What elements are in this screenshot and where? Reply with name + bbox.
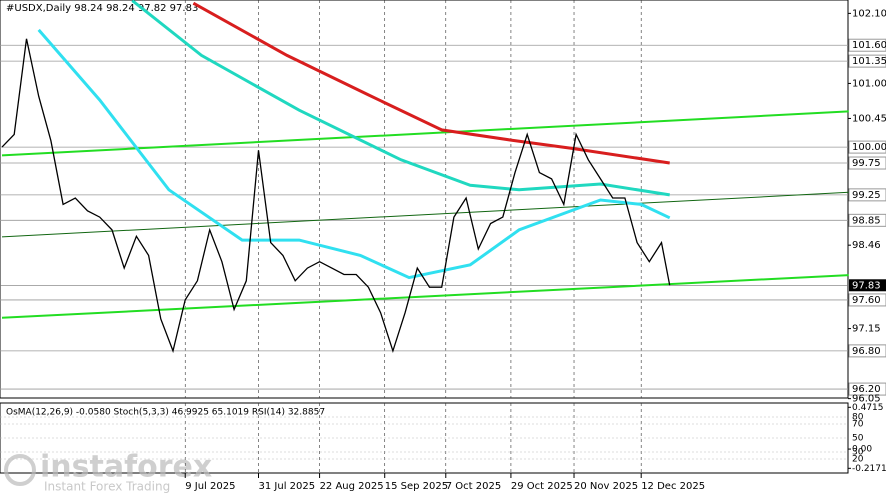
x-tick-label: 12 Dec 2025	[641, 481, 705, 492]
watermark-brand: instaforex	[40, 450, 212, 485]
level-box	[848, 188, 886, 202]
level-box	[848, 54, 886, 68]
moving-average	[37, 28, 671, 280]
y-tick-label: 100.45	[852, 113, 886, 124]
chart-title: #USDX,Daily 98.24 98.24 97.82 97.83	[6, 3, 198, 14]
grid	[184, 0, 642, 473]
y-tick-label: 102.10	[852, 8, 886, 19]
indicator-tick-label: 80	[852, 413, 864, 423]
y-tick-label: 97.15	[852, 324, 881, 335]
x-tick-label: 22 Aug 2025	[320, 481, 384, 492]
last-price-label: 97.83	[852, 280, 881, 291]
y-tick-label: 98.46	[852, 240, 881, 251]
watermark-tagline: Instant Forex Trading	[44, 480, 170, 494]
y-tick-label: 101.60	[852, 40, 886, 51]
trend-line	[1, 274, 849, 319]
y-tick-label: 101.00	[852, 78, 886, 89]
indicator-tick-label: -0.2171	[852, 464, 886, 474]
indicator-tick-label: 20	[852, 455, 864, 465]
indicator-tick-label: 0.4715	[852, 403, 884, 413]
level-box	[848, 344, 886, 358]
indicator-tick-label: 30	[852, 448, 864, 458]
level-box	[848, 213, 886, 227]
y-tick-label: 98.85	[852, 215, 881, 226]
level-box	[848, 140, 886, 154]
indicator-tick-label: 50	[852, 434, 864, 444]
x-tick-label: 7 Oct 2025	[446, 481, 501, 492]
last-price-box	[849, 279, 886, 292]
y-tick-label: 101.35	[852, 56, 886, 67]
trend-line	[1, 110, 849, 157]
moving-average	[192, 1, 670, 165]
x-tick-label: 15 Sep 2025	[385, 481, 448, 492]
y-tick-label: 96.80	[852, 346, 881, 357]
y-tick-label: 99.25	[852, 190, 881, 201]
indicator-tick-label: 70	[852, 420, 864, 430]
y-tick-label: 100.00	[852, 142, 886, 153]
price-line	[1, 38, 671, 354]
y-tick-label: 96.20	[852, 384, 881, 395]
x-tick-label: 9 Jul 2025	[185, 481, 235, 492]
indicator-title: OsMA(12,26,9) -0.0580 Stoch(5,3,3) 46.99…	[6, 408, 325, 418]
x-tick-label: 29 Oct 2025	[511, 481, 573, 492]
level-box	[848, 293, 886, 307]
level-box	[848, 382, 886, 396]
moving-average	[131, 0, 670, 197]
plot-area	[0, 0, 849, 399]
indicator-tick-label: 0.00	[852, 445, 872, 455]
level-box	[848, 156, 886, 170]
x-tick-label: 20 Nov 2025	[574, 481, 638, 492]
level-box	[848, 38, 886, 52]
y-tick-label: 96.05	[852, 394, 881, 405]
logo	[4, 454, 36, 486]
y-tick-label: 97.60	[852, 295, 881, 306]
x-tick-label: 31 Jul 2025	[259, 481, 316, 492]
y-tick-label: 99.75	[852, 158, 881, 169]
trend-line	[1, 191, 849, 238]
